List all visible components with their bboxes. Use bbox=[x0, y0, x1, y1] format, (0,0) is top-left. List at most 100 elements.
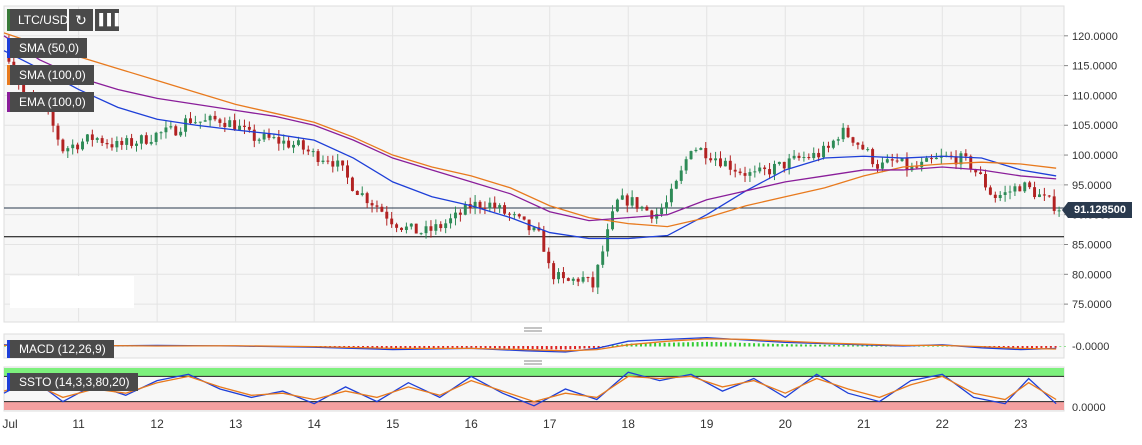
candle-body bbox=[252, 129, 256, 141]
sma-50-label[interactable]: SMA (50,0) bbox=[7, 38, 88, 58]
candle-body bbox=[311, 151, 315, 153]
candle-body bbox=[1042, 194, 1046, 196]
candle-body bbox=[360, 193, 364, 195]
macd-histogram-bar bbox=[1064, 346, 1066, 347]
candle-body bbox=[522, 216, 526, 220]
candle-body bbox=[115, 140, 119, 148]
macd-histogram-bar bbox=[715, 342, 718, 347]
macd-histogram-bar bbox=[691, 342, 694, 347]
candle-body bbox=[1023, 182, 1027, 192]
macd-histogram-bar bbox=[465, 346, 468, 348]
candle-body bbox=[483, 207, 487, 209]
candle-body bbox=[812, 152, 816, 159]
macd-histogram-bar bbox=[555, 346, 558, 350]
sma-100-label[interactable]: SMA (100,0) bbox=[7, 65, 94, 85]
x-tick-label: 17 bbox=[543, 417, 557, 431]
candle-body bbox=[542, 230, 546, 252]
macd-histogram-bar bbox=[1054, 346, 1057, 348]
candle-body bbox=[517, 214, 521, 217]
y-tick-label: 105.0000 bbox=[1072, 120, 1118, 132]
macd-histogram-bar bbox=[847, 345, 850, 347]
candle-body bbox=[635, 197, 639, 209]
candle-body bbox=[125, 138, 129, 145]
macd-histogram-bar bbox=[771, 343, 774, 347]
macd-histogram-bar bbox=[757, 343, 760, 347]
macd-signal-line bbox=[4, 338, 1057, 352]
candle-body bbox=[439, 224, 443, 229]
macd-histogram-bar bbox=[475, 346, 478, 348]
macd-histogram-bar bbox=[1007, 346, 1010, 348]
candle-body bbox=[753, 171, 757, 173]
x-tick-label: 23 bbox=[1014, 417, 1028, 431]
candle-body bbox=[620, 195, 624, 200]
macd-histogram-bar bbox=[804, 344, 807, 347]
candle-body bbox=[674, 180, 678, 189]
reload-icon[interactable]: ↻ bbox=[69, 9, 93, 31]
macd-histogram-bar bbox=[644, 343, 647, 347]
candle-body bbox=[346, 165, 349, 178]
candle-body bbox=[586, 277, 590, 279]
candle-body bbox=[154, 132, 158, 142]
macd-histogram-bar bbox=[531, 346, 534, 349]
macd-histogram-bar bbox=[743, 342, 746, 347]
candle-body bbox=[959, 153, 963, 165]
candle-body bbox=[218, 119, 222, 123]
candle-body bbox=[704, 148, 708, 159]
price-pane[interactable] bbox=[3, 5, 1065, 323]
candle-body bbox=[76, 144, 80, 150]
candle-body bbox=[836, 139, 840, 141]
macd-histogram-bar bbox=[432, 346, 435, 348]
candle-body bbox=[179, 131, 183, 136]
candle-body bbox=[341, 160, 345, 166]
macd-histogram-bar bbox=[503, 346, 506, 349]
candle-body bbox=[463, 203, 467, 215]
candle-body bbox=[689, 151, 693, 160]
macd-histogram-bar bbox=[366, 346, 369, 348]
macd-histogram-bar bbox=[734, 342, 737, 347]
ssto-label[interactable]: SSTO (14,3,3,80,20) bbox=[7, 373, 138, 391]
ema-100-label[interactable]: EMA (100,0) bbox=[7, 92, 94, 112]
candle-body bbox=[655, 214, 659, 219]
macd-histogram-bar bbox=[800, 344, 803, 347]
macd-histogram-bar bbox=[536, 346, 539, 350]
candle-body bbox=[95, 138, 99, 140]
bar-chart-icon[interactable]: ▐▐▐ bbox=[95, 9, 119, 31]
candle-body bbox=[473, 201, 477, 209]
candle-body bbox=[380, 206, 384, 212]
candle-body bbox=[458, 212, 462, 215]
candle-body bbox=[468, 203, 472, 209]
macd-histogram-bar bbox=[814, 344, 817, 347]
candle-body bbox=[1018, 186, 1022, 192]
macd-histogram-bar bbox=[753, 343, 756, 347]
candle-body bbox=[910, 166, 914, 171]
macd-histogram-bar bbox=[1049, 346, 1052, 348]
macd-histogram-bar bbox=[767, 343, 770, 347]
candle-body bbox=[81, 141, 84, 150]
candle-body bbox=[61, 139, 65, 152]
macd-histogram-bar bbox=[781, 344, 784, 347]
macd-histogram-bar bbox=[451, 346, 454, 348]
candle-body bbox=[498, 205, 502, 208]
candle-body bbox=[507, 213, 511, 215]
x-tick-label: 11 bbox=[72, 417, 85, 431]
candle-body bbox=[841, 127, 845, 140]
candle-body bbox=[719, 158, 722, 167]
candle-body bbox=[954, 156, 958, 165]
candle-body bbox=[797, 155, 801, 158]
macd-histogram-bar bbox=[875, 345, 878, 347]
candle-body bbox=[733, 169, 737, 172]
y-tick-label: 100.0000 bbox=[1072, 150, 1118, 162]
candle-body bbox=[370, 203, 374, 206]
macd-histogram-bar bbox=[790, 344, 793, 347]
symbol-label[interactable]: LTC/USD bbox=[7, 9, 68, 31]
x-tick-label: 12 bbox=[150, 417, 164, 431]
candle-body bbox=[601, 251, 605, 265]
candle-body bbox=[606, 229, 610, 252]
macd-label[interactable]: MACD (12,26,9) bbox=[7, 340, 114, 358]
candle-body bbox=[650, 210, 654, 219]
pane-resize-handle[interactable] bbox=[524, 360, 542, 365]
pane-resize-handle[interactable] bbox=[524, 327, 542, 332]
macd-histogram-bar bbox=[489, 346, 492, 349]
macd-histogram-bar bbox=[512, 346, 515, 349]
